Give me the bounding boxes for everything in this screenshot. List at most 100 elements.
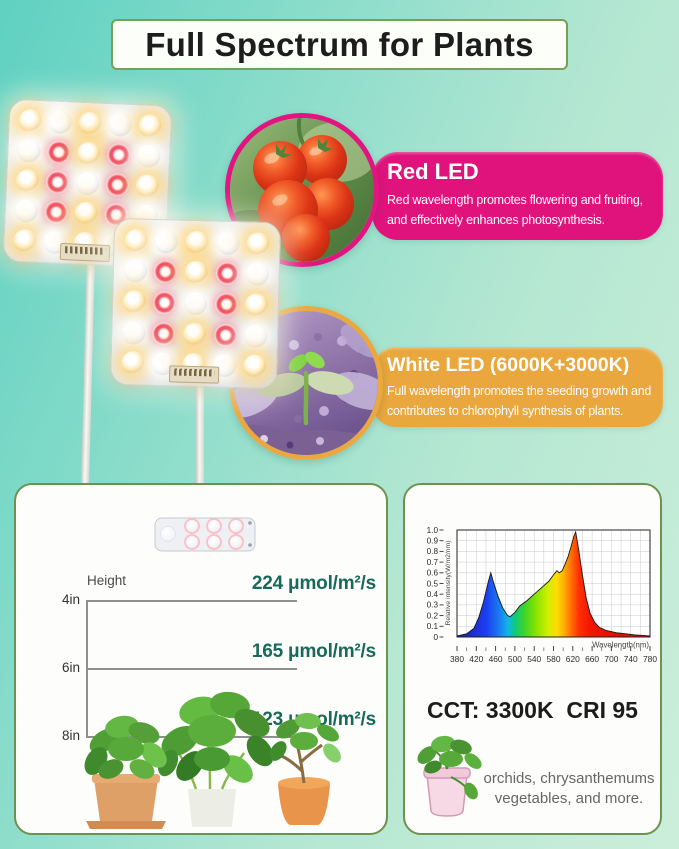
red-led-title: Red LED — [387, 159, 479, 184]
svg-text:420: 420 — [469, 654, 483, 664]
warm-white-led — [15, 168, 40, 193]
title-banner: Full Spectrum for Plants — [111, 19, 568, 70]
page-title: Full Spectrum for Plants — [145, 25, 534, 63]
warm-white-led — [244, 293, 269, 317]
white-led — [14, 198, 39, 223]
red-led-feature-box: Red LED Red wavelength promotes flowerin… — [372, 152, 663, 240]
connector-pins — [64, 246, 105, 255]
red-led-desc-line1: Red wavelength promotes flowering and fr… — [387, 193, 643, 207]
cct-cri-text: CCT: 3300K CRI 95 — [427, 697, 638, 723]
white-led — [75, 171, 100, 196]
red-led — [106, 143, 131, 168]
note-line2: vegetables, and more. — [494, 790, 644, 808]
white-led — [107, 113, 132, 138]
svg-text:700: 700 — [604, 654, 618, 664]
svg-text:Relative intensity(W/m2/nm): Relative intensity(W/m2/nm) — [445, 541, 452, 626]
ruler-line-4in — [86, 600, 297, 602]
white-led-desc-line1: Full wavelength promotes the seeding gro… — [387, 384, 652, 398]
spectrum-chart: 380 420 460 500 540 580 620 660 700 740 780 0 0.1 0.2… — [427, 526, 658, 664]
svg-text:1.0: 1.0 — [427, 526, 439, 535]
svg-text:500: 500 — [508, 654, 522, 664]
white-led — [123, 259, 147, 284]
svg-text:620: 620 — [566, 654, 580, 664]
panel-connector-left — [59, 242, 110, 263]
white-led — [17, 139, 42, 164]
red-led — [152, 321, 176, 346]
suitable-plants-note: orchids, chrysanthemums vegetables, and … — [483, 769, 655, 810]
svg-text:380: 380 — [450, 654, 464, 664]
right-plant — [269, 712, 341, 825]
svg-text:780: 780 — [643, 654, 657, 664]
white-led — [48, 110, 73, 135]
red-led — [214, 292, 238, 317]
warm-white-led — [78, 111, 103, 136]
red-led — [105, 172, 130, 197]
height-tick-6in: 6in — [61, 660, 80, 675]
svg-text:0: 0 — [433, 633, 438, 642]
white-led — [154, 229, 179, 254]
panel-connector-right — [168, 365, 219, 384]
grow-light-side-view — [154, 517, 256, 552]
connector-pins — [173, 368, 214, 377]
svg-text:0.1: 0.1 — [427, 622, 439, 631]
svg-text:0.8: 0.8 — [427, 547, 439, 556]
red-led — [215, 261, 239, 286]
tomatoes — [253, 135, 354, 262]
left-plant — [84, 715, 167, 829]
gooseneck-stem-left — [80, 255, 96, 487]
height-tick-4in: 4in — [61, 592, 80, 607]
red-led-desc-line2: and effectively enhances photosynthesis. — [387, 213, 605, 228]
warm-white-led — [185, 230, 209, 255]
seedling-plant — [258, 351, 354, 426]
white-led — [244, 323, 268, 348]
warm-white-led — [243, 354, 267, 379]
potted-plant-icon — [417, 735, 482, 817]
white-led — [245, 262, 270, 287]
warm-white-led — [76, 141, 101, 166]
svg-text:0.2: 0.2 — [427, 611, 439, 620]
warm-white-led — [184, 261, 209, 285]
white-led-desc-line2: contributes to chlorophyll synthesis of … — [387, 404, 624, 419]
grow-light-panel-right — [109, 217, 282, 390]
warm-white-led — [137, 114, 162, 139]
red-led — [153, 260, 178, 284]
height-tick-8in: 8in — [61, 728, 80, 743]
warm-white-led — [122, 290, 147, 314]
svg-text:0.9: 0.9 — [427, 537, 439, 546]
svg-text:460: 460 — [489, 654, 503, 664]
red-led — [153, 290, 177, 315]
red-led — [45, 170, 70, 195]
svg-text:Wavelength(nm): Wavelength(nm) — [592, 641, 649, 650]
ppfd-height-card: Height 4in 6in 8in 224 μmol/m²/s 165 μmo… — [14, 483, 388, 835]
potted-plants-illustration — [84, 691, 341, 829]
ruler-line-6in — [86, 668, 297, 670]
red-led — [44, 199, 69, 224]
red-led — [213, 323, 238, 347]
mini-bar-leds — [184, 518, 244, 550]
spectrum-card: 380 420 460 500 540 580 620 660 700 740 780 0 0.1 0.2… — [403, 483, 662, 835]
svg-text:740: 740 — [624, 654, 638, 664]
warm-white-led — [246, 232, 271, 256]
warm-white-led — [74, 201, 99, 226]
white-led — [215, 231, 240, 255]
ppfd-value-4in: 224 μmol/m²/s — [251, 573, 376, 594]
red-led — [47, 140, 72, 165]
gooseneck-stem-right — [196, 382, 204, 486]
svg-text:580: 580 — [547, 654, 561, 664]
svg-text:0.4: 0.4 — [427, 590, 439, 599]
warm-white-led — [135, 174, 160, 199]
warm-white-led — [18, 109, 43, 134]
note-line1: orchids, chrysanthemums — [483, 770, 655, 787]
svg-text:0.6: 0.6 — [427, 569, 439, 578]
svg-text:540: 540 — [527, 654, 541, 664]
white-led — [136, 144, 161, 169]
height-axis-label: Height — [87, 573, 127, 588]
svg-text:0.5: 0.5 — [427, 579, 439, 588]
svg-text:0.3: 0.3 — [427, 601, 439, 610]
middle-plant — [157, 691, 274, 827]
warm-white-led — [182, 322, 207, 346]
white-led — [121, 320, 146, 345]
white-led-feature-box: White LED (6000K+3000K) Full wavelength … — [372, 347, 663, 427]
white-led-title: White LED (6000K+3000K) — [387, 354, 630, 376]
